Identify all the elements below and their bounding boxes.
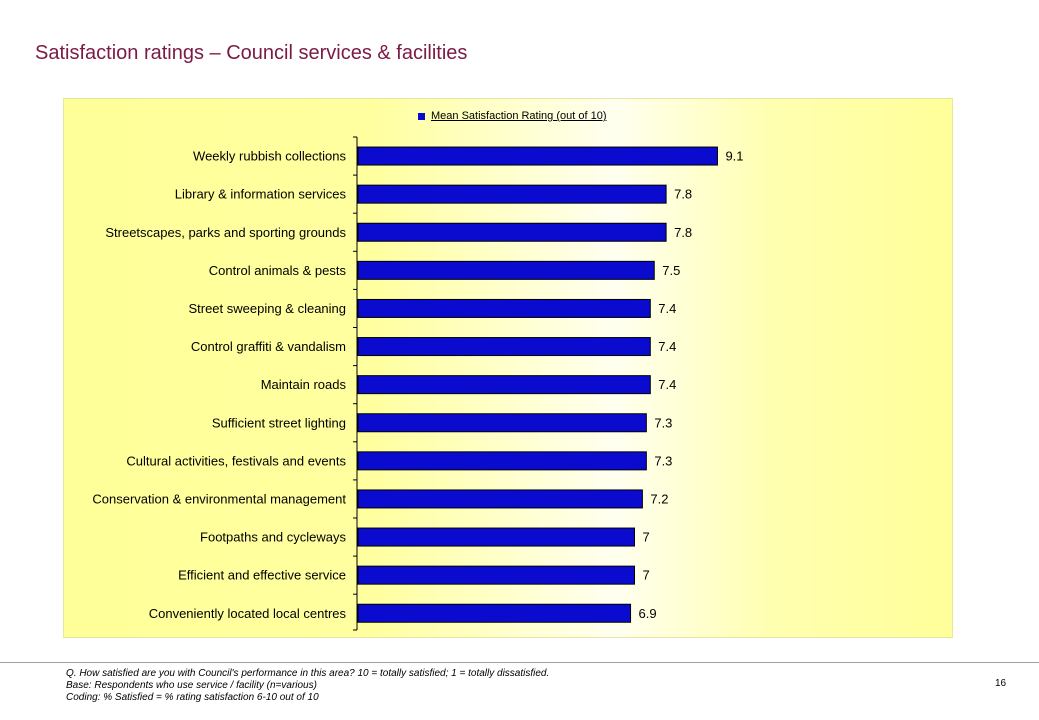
bar [357, 375, 651, 395]
data-label: 7.3 [654, 415, 672, 430]
category-label: Library & information services [175, 187, 347, 202]
bar [357, 222, 667, 242]
category-label: Conservation & environmental management [92, 491, 346, 506]
category-label: Streetscapes, parks and sporting grounds [105, 225, 346, 240]
data-label: 7.3 [654, 453, 672, 468]
footnote-question: Q. How satisfied are you with Council's … [66, 668, 550, 679]
bar [357, 260, 655, 280]
chart-panel [63, 98, 953, 638]
bar [357, 337, 651, 357]
category-label: Footpaths and cycleways [200, 530, 346, 545]
category-label: Control animals & pests [209, 263, 347, 278]
data-label: 7.2 [650, 491, 668, 506]
bar [357, 565, 635, 585]
data-label: 7 [643, 530, 650, 545]
category-label: Cultural activities, festivals and event… [126, 453, 346, 468]
footnote-coding: Coding: % Satisfied = % rating satisfact… [66, 692, 319, 703]
category-label: Maintain roads [261, 377, 347, 392]
data-label: 7.4 [658, 377, 676, 392]
category-label: Control graffiti & vandalism [191, 339, 346, 354]
footnote-base: Base: Respondents who use service / faci… [66, 680, 317, 691]
data-label: 7 [643, 568, 650, 583]
category-label: Efficient and effective service [178, 568, 346, 583]
slide-title: Satisfaction ratings – Council services … [35, 42, 468, 64]
data-label: 7.8 [674, 225, 692, 240]
legend-swatch [418, 112, 425, 120]
bar [357, 146, 718, 166]
bar [357, 413, 647, 433]
bar [357, 603, 632, 623]
data-label: 6.9 [639, 606, 657, 621]
bar [357, 298, 651, 318]
category-label: Sufficient street lighting [212, 415, 346, 430]
data-label: 9.1 [725, 149, 743, 164]
data-label: 7.4 [658, 301, 676, 316]
category-label: Weekly rubbish collections [193, 149, 346, 164]
chart-legend: Mean Satisfaction Rating (out of 10) [418, 110, 606, 122]
data-label: 7.4 [658, 339, 676, 354]
bar [357, 489, 643, 509]
data-label: 7.8 [674, 187, 692, 202]
footer-divider [0, 662, 1039, 663]
footnotes: Q. How satisfied are you with Council's … [66, 668, 549, 704]
legend-label: Mean Satisfaction Rating (out of 10) [431, 110, 607, 122]
bar [357, 451, 647, 471]
bar [357, 184, 667, 204]
category-label: Conveniently located local centres [149, 606, 347, 621]
data-label: 7.5 [662, 263, 680, 278]
category-label: Street sweeping & cleaning [188, 301, 346, 316]
page-number: 16 [995, 678, 1007, 689]
bar [357, 527, 635, 547]
